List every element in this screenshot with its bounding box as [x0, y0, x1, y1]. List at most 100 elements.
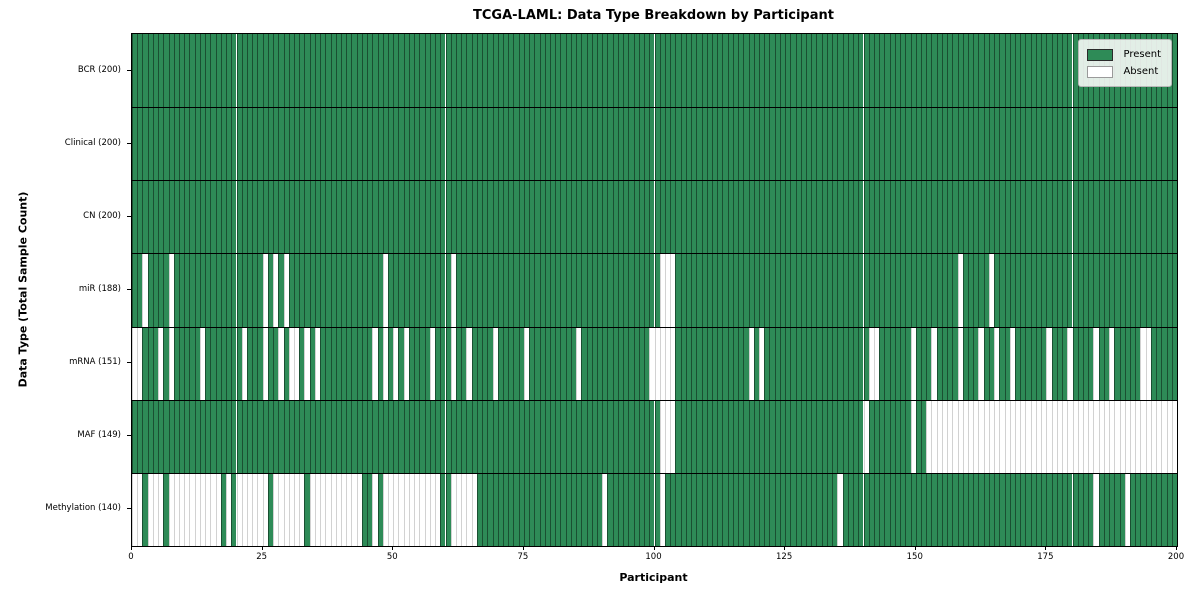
cell-bcr-65 [471, 34, 477, 108]
cell-methylation-117 [743, 473, 749, 546]
ytick-label-bcr: BCR (200) [77, 64, 121, 75]
cell-clinical-103 [670, 108, 676, 181]
cell-clinical-63 [461, 108, 467, 181]
cell-mrna-59 [440, 327, 446, 400]
cell-mrna-143 [879, 327, 885, 400]
cell-methylation-160 [968, 473, 974, 546]
cell-clinical-159 [962, 108, 968, 181]
cell-mir-19 [231, 254, 237, 327]
cell-mir-81 [555, 254, 561, 327]
cell-bcr-166 [999, 34, 1005, 108]
cell-clinical-66 [476, 108, 483, 181]
cell-bcr-64 [466, 34, 472, 108]
cell-mrna-86 [581, 327, 587, 400]
cell-methylation-106 [685, 473, 692, 546]
cell-mrna-183 [1088, 327, 1094, 400]
cell-methylation-49 [388, 473, 394, 546]
cell-maf-149 [910, 400, 916, 473]
cell-mir-187 [1109, 254, 1115, 327]
cell-mir-48 [382, 254, 389, 327]
cell-methylation-126 [790, 473, 796, 546]
cell-clinical-116 [738, 108, 744, 181]
cell-cn-122 [769, 181, 775, 254]
cell-maf-58 [435, 400, 441, 473]
cell-cn-149 [910, 181, 916, 254]
cell-bcr-158 [957, 34, 963, 108]
cell-methylation-198 [1166, 473, 1172, 546]
cell-mir-169 [1015, 254, 1021, 327]
cell-maf-1 [137, 400, 143, 473]
cell-cn-33 [304, 181, 310, 254]
cell-cn-126 [790, 181, 796, 254]
cell-maf-154 [936, 400, 942, 473]
cell-clinical-2 [142, 108, 148, 181]
cell-cn-71 [502, 181, 509, 254]
cell-bcr-63 [461, 34, 467, 108]
cell-mrna-85 [576, 327, 582, 400]
cell-methylation-73 [513, 473, 519, 546]
cell-mrna-56 [424, 327, 430, 400]
cell-maf-55 [419, 400, 425, 473]
cell-cn-29 [283, 181, 289, 254]
cell-methylation-110 [706, 473, 712, 546]
cell-maf-100 [654, 400, 660, 473]
cell-maf-66 [476, 400, 483, 473]
cell-bcr-48 [382, 34, 389, 108]
cell-maf-56 [424, 400, 430, 473]
cell-bcr-45 [367, 34, 373, 108]
cell-methylation-15 [210, 473, 216, 546]
cell-clinical-174 [1041, 108, 1047, 181]
cell-maf-20 [236, 400, 242, 473]
cell-mir-95 [628, 254, 634, 327]
cell-mrna-84 [570, 327, 577, 400]
cell-methylation-162 [978, 473, 984, 546]
cell-maf-81 [555, 400, 561, 473]
cell-maf-60 [445, 400, 451, 473]
cell-maf-109 [701, 400, 707, 473]
cell-mir-78 [539, 254, 545, 327]
cell-methylation-118 [748, 473, 754, 546]
cell-methylation-81 [555, 473, 561, 546]
cell-maf-16 [215, 400, 221, 473]
cell-clinical-151 [920, 108, 927, 181]
cell-clinical-199 [1171, 108, 1177, 181]
cell-bcr-60 [445, 34, 451, 108]
cell-methylation-163 [983, 473, 989, 546]
cell-maf-199 [1171, 400, 1177, 473]
cell-clinical-91 [607, 108, 613, 181]
cell-methylation-97 [638, 473, 645, 546]
cell-cn-131 [816, 181, 822, 254]
cell-clinical-178 [1062, 108, 1068, 181]
cell-cn-35 [314, 181, 321, 254]
cell-methylation-186 [1103, 473, 1110, 546]
cell-clinical-163 [983, 108, 989, 181]
cell-clinical-152 [926, 108, 932, 181]
cell-clinical-54 [414, 108, 420, 181]
cell-methylation-197 [1161, 473, 1167, 546]
cell-cn-89 [597, 181, 603, 254]
cell-cn-167 [1004, 181, 1010, 254]
cell-cn-52 [403, 181, 409, 254]
cell-clinical-162 [978, 108, 984, 181]
cell-cn-151 [920, 181, 927, 254]
cell-methylation-60 [445, 473, 451, 546]
cell-mir-161 [973, 254, 979, 327]
cell-maf-0 [132, 400, 138, 473]
cell-clinical-77 [534, 108, 540, 181]
cell-cn-87 [586, 181, 592, 254]
cell-clinical-127 [795, 108, 801, 181]
cell-cn-30 [288, 181, 294, 254]
cell-clinical-32 [299, 108, 305, 181]
cell-cn-90 [602, 181, 608, 254]
cell-mrna-156 [947, 327, 953, 400]
cell-mrna-109 [701, 327, 707, 400]
cell-clinical-157 [952, 108, 958, 181]
cell-bcr-167 [1004, 34, 1010, 108]
cell-bcr-163 [983, 34, 989, 108]
cell-mrna-20 [236, 327, 242, 400]
cell-mir-86 [581, 254, 587, 327]
cell-mir-6 [163, 254, 169, 327]
cell-mrna-158 [957, 327, 963, 400]
cell-methylation-181 [1077, 473, 1083, 546]
cell-cn-3 [147, 181, 153, 254]
